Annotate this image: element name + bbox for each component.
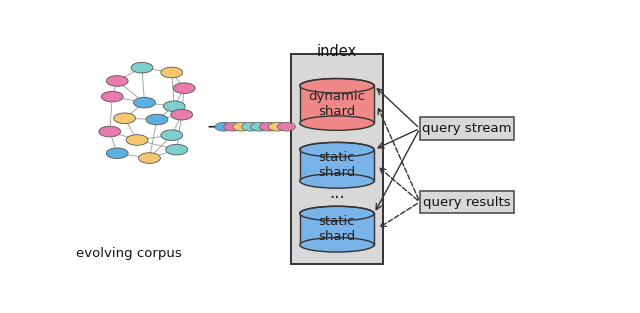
Circle shape bbox=[106, 76, 128, 86]
Circle shape bbox=[166, 144, 188, 155]
Circle shape bbox=[161, 67, 182, 78]
Circle shape bbox=[215, 122, 233, 131]
Ellipse shape bbox=[300, 142, 374, 157]
FancyBboxPatch shape bbox=[420, 117, 514, 140]
Circle shape bbox=[101, 91, 123, 102]
Ellipse shape bbox=[300, 174, 374, 188]
FancyBboxPatch shape bbox=[420, 191, 514, 213]
Circle shape bbox=[106, 148, 128, 159]
Circle shape bbox=[171, 109, 193, 120]
Circle shape bbox=[260, 122, 277, 131]
Bar bbox=[300, 150, 374, 181]
Circle shape bbox=[161, 130, 182, 141]
Circle shape bbox=[233, 122, 251, 131]
Circle shape bbox=[134, 97, 156, 108]
Circle shape bbox=[224, 122, 242, 131]
FancyBboxPatch shape bbox=[291, 54, 383, 264]
Ellipse shape bbox=[300, 116, 374, 130]
Circle shape bbox=[242, 122, 260, 131]
Text: index: index bbox=[317, 44, 357, 59]
Text: evolving corpus: evolving corpus bbox=[76, 248, 182, 260]
Ellipse shape bbox=[300, 206, 374, 221]
Ellipse shape bbox=[300, 238, 374, 252]
Circle shape bbox=[251, 122, 269, 131]
Circle shape bbox=[173, 83, 195, 94]
Circle shape bbox=[131, 62, 153, 73]
Text: query stream: query stream bbox=[422, 122, 511, 135]
Circle shape bbox=[99, 126, 121, 137]
Text: dynamic
shard: dynamic shard bbox=[308, 90, 365, 118]
Circle shape bbox=[146, 114, 168, 125]
Ellipse shape bbox=[300, 79, 374, 93]
Circle shape bbox=[138, 153, 161, 163]
Circle shape bbox=[126, 135, 148, 145]
Circle shape bbox=[277, 122, 295, 131]
Circle shape bbox=[114, 113, 136, 124]
Bar bbox=[300, 86, 374, 123]
Circle shape bbox=[269, 122, 286, 131]
Circle shape bbox=[163, 101, 185, 111]
Text: ...: ... bbox=[329, 184, 345, 202]
Text: static
shard: static shard bbox=[318, 215, 356, 243]
Text: query results: query results bbox=[423, 196, 511, 208]
Text: static
shard: static shard bbox=[318, 151, 356, 179]
Bar bbox=[300, 213, 374, 245]
